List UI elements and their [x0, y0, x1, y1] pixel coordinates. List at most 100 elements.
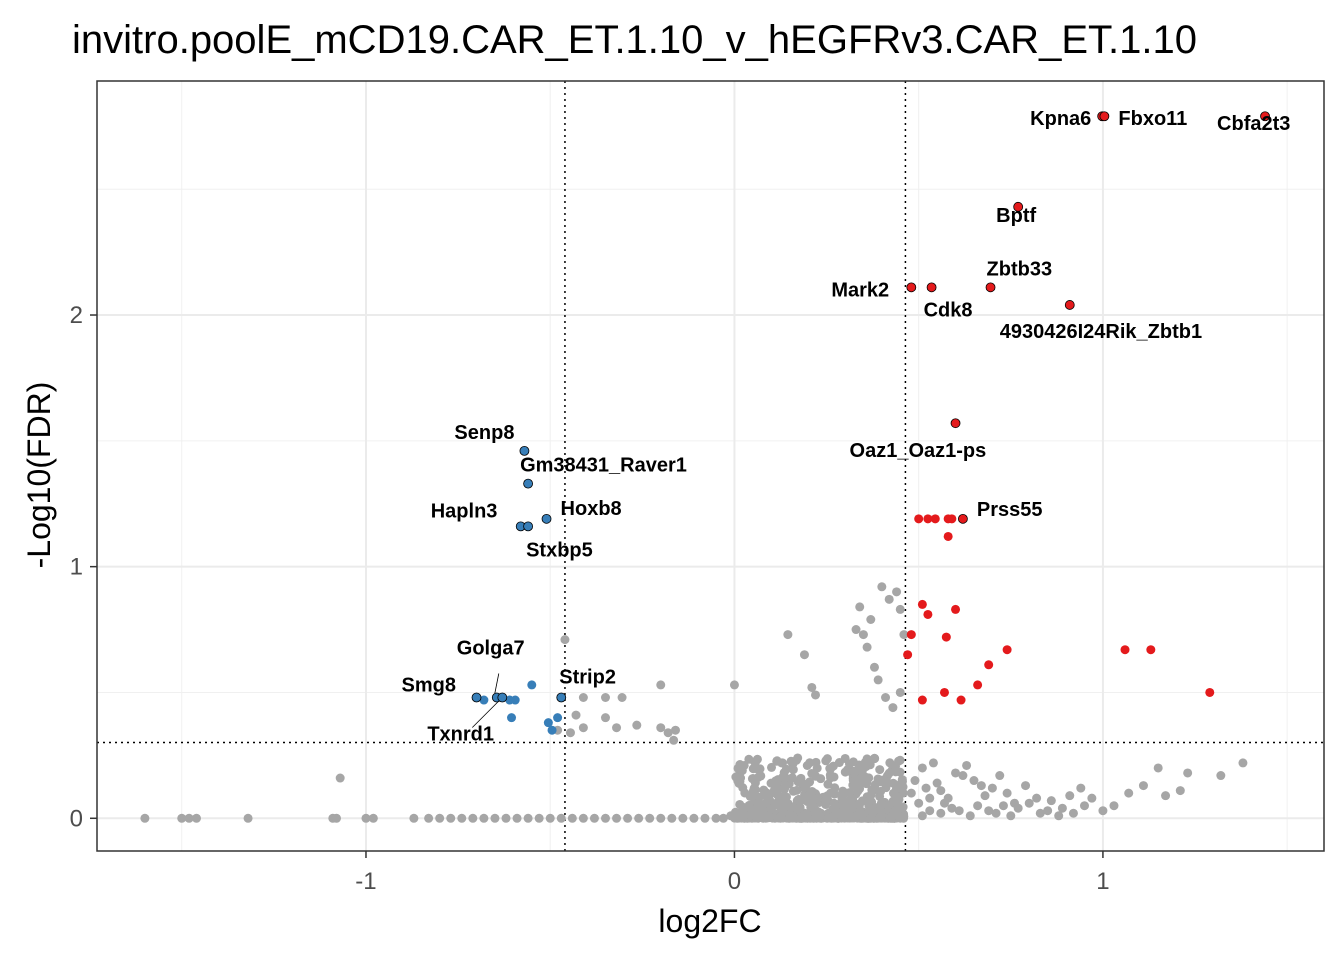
point-ns	[1006, 811, 1016, 821]
point-ns	[600, 813, 610, 823]
point-ns	[409, 813, 419, 823]
point-ns	[969, 776, 979, 786]
point-ns	[995, 771, 1005, 781]
point-ns	[670, 725, 680, 735]
point-ns	[243, 813, 253, 823]
point-ns	[936, 808, 946, 818]
point-ns	[749, 783, 759, 793]
point-ns	[840, 767, 850, 777]
gene-label-smg8: Smg8	[402, 675, 456, 697]
point-ns	[787, 773, 797, 783]
point-ns	[855, 602, 865, 612]
point-up	[939, 687, 949, 697]
y-tick-label: 0	[70, 805, 83, 832]
point-ns	[578, 813, 588, 823]
point-ns	[368, 813, 378, 823]
point-ns	[793, 753, 803, 763]
point-ns	[954, 806, 964, 816]
point-up	[914, 514, 924, 524]
x-tick-label: 1	[1096, 868, 1109, 895]
point-ns	[1109, 801, 1119, 811]
gene-label-zbtb33: Zbtb33	[987, 258, 1053, 280]
point-ns	[571, 710, 581, 720]
point-ns	[1238, 758, 1248, 768]
point-ns	[739, 811, 749, 821]
point-ns	[939, 798, 949, 808]
point-ns	[567, 813, 577, 823]
point-ns	[917, 811, 927, 821]
point-ns	[1183, 768, 1193, 778]
y-axis-title: -Log10(FDR)	[21, 382, 57, 569]
point-labeled-Oaz1_Oaz1-ps	[950, 418, 961, 429]
point-ns	[892, 587, 902, 597]
point-ns	[748, 790, 758, 800]
point-ns	[501, 813, 511, 823]
point-ns	[1175, 786, 1185, 796]
point-ns	[862, 754, 872, 764]
point-ns	[788, 812, 798, 822]
point-ns	[753, 772, 763, 782]
point-ns	[755, 764, 765, 774]
point-up	[973, 680, 983, 690]
point-ns	[778, 772, 788, 782]
point-labeled-Smg8	[471, 692, 482, 703]
point-labeled-4930426I24Rik_Zbtb1	[1064, 300, 1075, 310]
axes: -1 0 1 0 1 2	[70, 302, 1110, 895]
gene-label-cdk8: Cdk8	[924, 299, 973, 321]
gene-label-hoxb8: Hoxb8	[561, 498, 622, 520]
point-ns	[1124, 788, 1134, 798]
point-ns	[884, 594, 894, 604]
point-ns	[980, 791, 990, 801]
point-down	[507, 713, 517, 723]
point-ns	[827, 813, 837, 823]
point-ns	[656, 723, 666, 733]
point-ns	[617, 693, 627, 703]
point-ns	[854, 763, 864, 773]
point-ns	[799, 650, 809, 660]
point-up	[947, 514, 957, 524]
point-ns	[645, 813, 655, 823]
chart-title: invitro.poolE_mCD19.CAR_ET.1.10_v_hEGFRv…	[72, 18, 1197, 62]
point-ns	[1013, 803, 1023, 813]
point-labeled-Fbxo11	[1099, 111, 1110, 122]
point-ns	[632, 720, 642, 730]
point-ns	[700, 813, 710, 823]
point-up	[903, 650, 913, 660]
point-up	[923, 609, 933, 619]
point-up	[917, 695, 927, 705]
point-ns	[1054, 811, 1064, 821]
gene-label-4930426i24rik_zbtb1: 4930426I24Rik_Zbtb1	[1000, 321, 1202, 343]
point-ns	[877, 582, 887, 592]
point-ns	[857, 796, 867, 806]
point-down	[527, 680, 537, 690]
gene-label-oaz1_oaz1-ps: Oaz1_Oaz1-ps	[850, 440, 987, 462]
point-ns	[811, 690, 821, 700]
point-ns	[726, 811, 736, 821]
point-down	[543, 718, 553, 728]
y-tick-label: 2	[70, 302, 83, 329]
x-tick-label: 0	[728, 868, 741, 895]
point-ns	[711, 813, 721, 823]
point-ns	[446, 813, 456, 823]
point-ns	[862, 778, 872, 788]
point-ns	[866, 790, 876, 800]
point-down	[510, 695, 520, 705]
point-labeled-Senp8	[519, 446, 530, 456]
gene-label-cbfa2t3: Cbfa2t3	[1217, 113, 1290, 135]
point-ns	[578, 693, 588, 703]
gene-label-fbxo11: Fbxo11	[1118, 108, 1187, 130]
point-ns	[656, 680, 666, 690]
point-ns	[560, 635, 570, 645]
point-ns	[917, 763, 927, 773]
point-labeled-Prss55	[958, 513, 968, 524]
point-ns	[794, 794, 804, 804]
point-ns	[780, 783, 790, 793]
point-up	[943, 531, 953, 541]
point-ns	[776, 811, 786, 821]
point-ns	[891, 791, 901, 801]
point-ns	[847, 800, 857, 810]
point-ns	[1035, 808, 1045, 818]
point-ns	[783, 630, 793, 640]
point-ns	[777, 758, 787, 768]
point-ns	[457, 813, 467, 823]
